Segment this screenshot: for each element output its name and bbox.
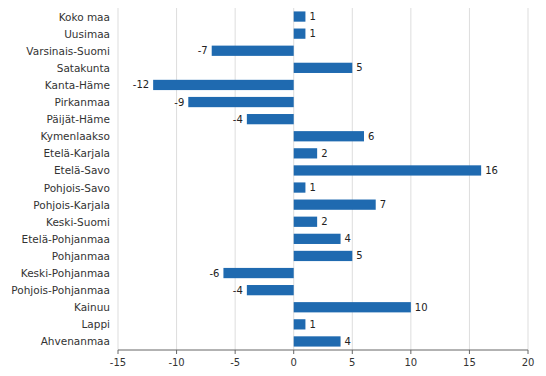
bar (294, 302, 411, 312)
data-label: 16 (485, 165, 498, 176)
tick-label: 0 (291, 357, 297, 368)
category-label: Uusimaa (64, 28, 110, 40)
bar (294, 182, 306, 192)
bar (247, 285, 294, 295)
tick-label: -10 (168, 357, 184, 368)
data-label: -7 (198, 45, 208, 56)
bar (294, 251, 353, 261)
data-label: -12 (133, 79, 149, 90)
data-labels: 11-75-12-9-4621617245-6-41014 (133, 11, 498, 347)
category-label: Lappi (81, 318, 110, 330)
grid-line (118, 8, 119, 350)
bar (153, 80, 294, 90)
category-label: Varsinais-Suomi (26, 45, 110, 57)
y-axis: Koko maa Uusimaa Varsinais-Suomi Satakunta K… (11, 11, 110, 348)
tick-mark (176, 350, 177, 354)
grid-line (235, 8, 236, 350)
bar (294, 234, 341, 244)
bar (294, 131, 364, 141)
x-axis-line (118, 350, 528, 351)
category-label: Pohjanmaa (52, 250, 110, 262)
category-label: Satakunta (57, 62, 110, 74)
category-label: Pohjois-Pohjanmaa (11, 284, 110, 296)
chart-container: 11-75-12-9-4621617245-6-41014Koko maaUus… (0, 0, 546, 376)
grid-line (176, 8, 177, 350)
category-label: Koko maa (59, 11, 110, 23)
bar (294, 336, 341, 346)
data-label: 4 (345, 233, 351, 244)
data-label: 4 (345, 336, 351, 347)
bar (294, 165, 481, 175)
data-label: 5 (356, 62, 362, 73)
tick-label: 10 (404, 357, 417, 368)
bar (294, 200, 376, 210)
data-label: 2 (321, 216, 327, 227)
category-label: Ahvenanmaa (41, 335, 110, 347)
tick-mark (118, 350, 119, 354)
category-label: Pirkanmaa (55, 96, 110, 108)
tick-label: 20 (522, 357, 535, 368)
grid-line (469, 8, 470, 350)
data-label: -6 (209, 268, 219, 279)
tick-mark (528, 350, 529, 354)
bar (294, 11, 306, 21)
category-label: Kymenlaakso (41, 130, 110, 142)
bar (223, 268, 293, 278)
bars (153, 11, 481, 346)
data-label: -4 (233, 114, 243, 125)
category-label: Keski-Suomi (46, 216, 110, 228)
grid-line (528, 8, 529, 350)
tick-mark (293, 350, 294, 354)
data-label: -4 (233, 285, 243, 296)
data-label: 1 (309, 182, 315, 193)
category-label: Päijät-Häme (47, 113, 111, 125)
bar (294, 217, 317, 227)
category-label: Kainuu (74, 301, 110, 313)
tick-mark (352, 350, 353, 354)
tick-mark (469, 350, 470, 354)
bar (188, 97, 293, 107)
category-label: Keski-Pohjanmaa (21, 267, 110, 279)
data-label: 1 (309, 28, 315, 39)
tick-mark (410, 350, 411, 354)
grid-line (410, 8, 411, 350)
bar (294, 29, 306, 39)
tick-label: -15 (110, 357, 126, 368)
tick-label: 15 (463, 357, 476, 368)
category-label: Pohjois-Karjala (33, 199, 110, 211)
chart-svg: 11-75-12-9-4621617245-6-41014Koko maaUus… (0, 0, 546, 376)
category-label: Pohjois-Savo (44, 182, 110, 194)
bar (294, 63, 353, 73)
data-label: 2 (321, 148, 327, 159)
bar (212, 46, 294, 56)
tick-label: 5 (349, 357, 355, 368)
tick-label: -5 (230, 357, 240, 368)
category-label: Etelä-Karjala (43, 147, 110, 159)
data-label: 1 (309, 11, 315, 22)
data-label: 10 (415, 302, 428, 313)
category-label: Etelä-Savo (54, 164, 110, 176)
data-label: -9 (174, 97, 184, 108)
category-label: Etelä-Pohjanmaa (22, 233, 111, 245)
bar (294, 148, 317, 158)
grid-line (352, 8, 353, 350)
category-label: Kanta-Häme (45, 79, 110, 91)
grid (118, 8, 528, 350)
grid-line (293, 8, 294, 350)
tick-mark (235, 350, 236, 354)
bar (247, 114, 294, 124)
data-label: 7 (380, 199, 386, 210)
x-axis: -15 -10 -5 0 5 10 15 20 (110, 350, 535, 368)
data-label: 6 (368, 131, 374, 142)
data-label: 1 (309, 319, 315, 330)
bar (294, 319, 306, 329)
data-label: 5 (356, 250, 362, 261)
